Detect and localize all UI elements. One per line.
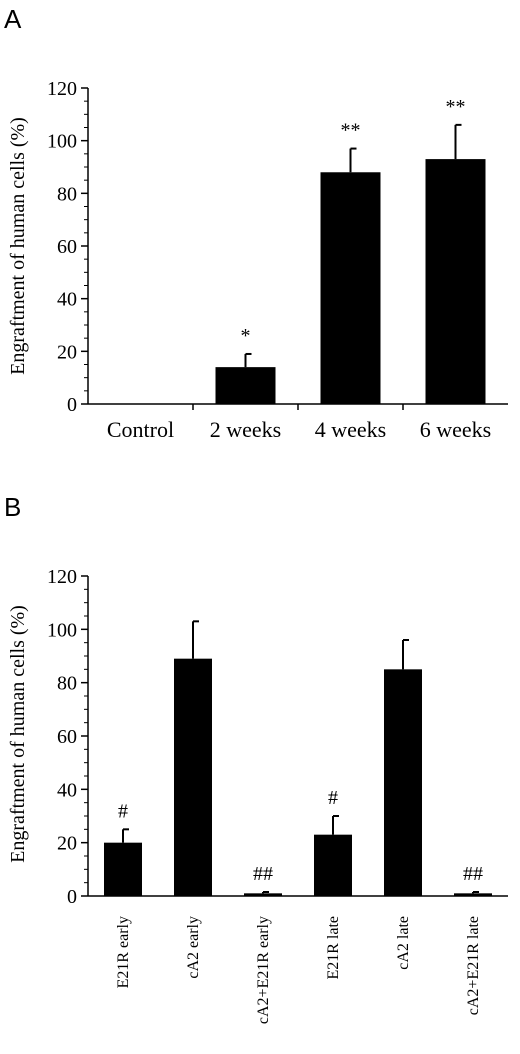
panel-a: A Engraftment of human cells (%) 0 20 40 60…: [4, 4, 508, 442]
panel-b-y-axis-label: Engraftment of human cells (%): [7, 605, 29, 863]
panel-b-category-label: cA2+E21R early: [255, 916, 272, 1024]
panel-a-significance-label: *: [241, 325, 251, 347]
panel-a-y-tick-label: 40: [57, 289, 77, 311]
panel-b-bar: [384, 669, 422, 896]
panel-b: B Engraftment of human cells (%) 0 20 40 60…: [4, 492, 508, 1024]
panel-b-y-tick-label: 60: [57, 726, 77, 748]
panel-a-y-tick-label: 60: [57, 236, 77, 258]
panel-b-bar: [244, 893, 282, 896]
panel-b-significance-label: #: [328, 787, 338, 809]
panel-a-significance-label: **: [446, 96, 466, 118]
panel-a-plot-area: 0 20 40 60 80 100 120 Control * 2 weeks ** 4 weeks *…: [47, 78, 508, 442]
panel-a-y-tick-label: 80: [57, 183, 77, 205]
panel-a-y-tick-label: 100: [47, 131, 77, 153]
panel-a-category-label: 2 weeks: [210, 417, 281, 442]
panel-a-category-label: Control: [107, 417, 174, 442]
panel-a-y-tick-label: 0: [67, 394, 77, 416]
panel-a-bar: [320, 172, 381, 404]
panel-b-category-label: cA2 early: [185, 916, 202, 979]
panel-b-significance-label: ##: [463, 863, 483, 885]
panel-b-category-label: E21R late: [325, 916, 342, 980]
panel-b-label: B: [4, 492, 21, 522]
panel-a-category-label: 6 weeks: [420, 417, 491, 442]
panel-a-category-label: 4 weeks: [315, 417, 386, 442]
panel-b-y-tick-label: 120: [47, 566, 77, 588]
panel-a-label: A: [4, 4, 22, 34]
panel-b-y-tick-label: 40: [57, 779, 77, 801]
panel-b-category-label: cA2 late: [395, 916, 412, 970]
panel-a-significance-label: **: [341, 120, 361, 142]
panel-a-y-tick-label: 20: [57, 341, 77, 363]
panel-b-plot-area: 0 20 40 60 80 100 120 # E21R early cA2 early ## cA2…: [47, 566, 508, 1024]
panel-b-category-label: E21R early: [115, 916, 132, 988]
panel-b-bar: [174, 658, 212, 896]
panel-a-y-axis-label: Engraftment of human cells (%): [7, 117, 29, 375]
panel-b-y-tick-label: 20: [57, 833, 77, 855]
panel-b-category-label: cA2+E21R late: [465, 916, 482, 1015]
panel-a-bar: [215, 367, 276, 404]
panel-b-significance-label: #: [118, 800, 128, 822]
panel-b-y-tick-label: 80: [57, 673, 77, 695]
panel-a-bar: [425, 159, 486, 404]
panel-b-significance-label: ##: [253, 863, 273, 885]
panel-a-y-tick-label: 120: [47, 78, 77, 100]
panel-b-bar: [104, 842, 142, 896]
panel-b-bar: [314, 834, 352, 896]
panel-b-y-tick-label: 0: [67, 886, 77, 908]
panel-b-y-tick-label: 100: [47, 619, 77, 641]
panel-b-bar: [454, 893, 492, 896]
